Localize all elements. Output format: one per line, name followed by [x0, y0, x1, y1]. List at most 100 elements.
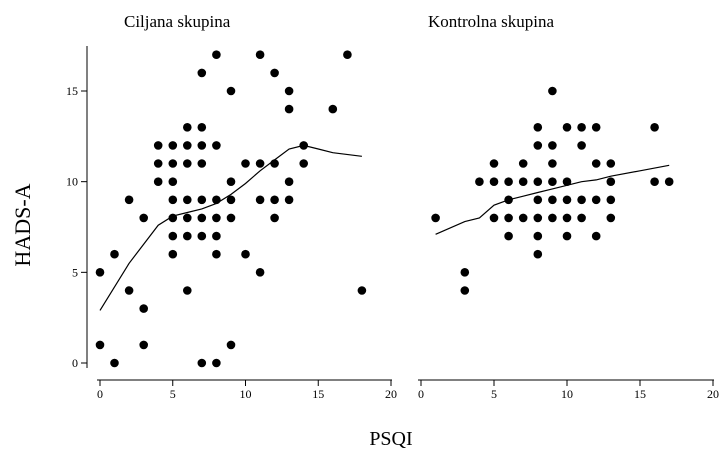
data-point	[299, 141, 309, 150]
trend-line	[435, 164, 670, 235]
data-point	[153, 141, 163, 150]
data-point	[562, 177, 572, 186]
data-point	[139, 304, 148, 313]
data-point	[577, 195, 586, 205]
data-point	[168, 159, 178, 168]
data-point	[606, 195, 616, 205]
data-point	[153, 177, 163, 186]
data-point	[562, 231, 572, 241]
trend-line	[99, 144, 362, 311]
data-point	[591, 159, 601, 168]
data-point	[562, 213, 572, 223]
data-point	[606, 213, 616, 223]
data-point	[489, 177, 499, 186]
data-point	[533, 123, 543, 132]
panel-title: Ciljana skupina	[124, 12, 231, 31]
data-point	[284, 195, 294, 205]
data-point	[270, 68, 279, 78]
data-point	[212, 249, 221, 259]
data-point	[548, 141, 557, 150]
data-point	[241, 249, 250, 259]
data-point	[548, 213, 557, 223]
data-point	[518, 159, 528, 168]
x-tick-label: 15	[634, 387, 646, 401]
data-point	[650, 123, 659, 132]
x-axis-label: PSQI	[369, 428, 412, 450]
data-point	[577, 213, 586, 223]
data-point	[357, 286, 367, 295]
data-point	[153, 159, 163, 168]
x-tick-label: 5	[170, 387, 176, 401]
data-point	[183, 231, 192, 241]
data-point	[226, 177, 236, 186]
data-point	[124, 286, 134, 295]
data-point	[183, 286, 192, 295]
y-axis-label: HADS-A	[10, 183, 35, 266]
data-point	[183, 213, 192, 223]
data-point	[212, 231, 221, 241]
data-point	[226, 86, 236, 96]
data-point	[591, 195, 601, 205]
data-point	[183, 195, 192, 205]
data-point	[489, 213, 499, 223]
y-tick-label: 0	[72, 356, 78, 370]
data-point	[95, 340, 105, 350]
x-tick-label: 15	[312, 387, 324, 401]
data-point	[168, 249, 178, 259]
x-tick-label: 20	[707, 387, 719, 401]
data-point	[577, 141, 586, 150]
data-point	[197, 68, 207, 78]
data-point	[591, 123, 601, 132]
data-point	[460, 286, 470, 295]
data-point	[168, 213, 178, 223]
data-point	[212, 213, 221, 223]
data-point	[650, 177, 659, 186]
data-point	[124, 195, 134, 205]
data-point	[343, 50, 352, 59]
y-tick-label: 15	[66, 84, 78, 98]
data-point	[504, 177, 513, 186]
data-point	[255, 195, 265, 205]
data-point	[212, 50, 221, 59]
data-point	[226, 340, 236, 350]
data-point	[548, 177, 557, 186]
x-tick-label: 5	[491, 387, 497, 401]
data-point	[95, 268, 105, 277]
data-point	[518, 177, 528, 186]
data-point	[197, 123, 207, 132]
data-point	[168, 141, 178, 150]
x-tick-label: 10	[240, 387, 252, 401]
data-point	[518, 213, 528, 223]
data-point	[212, 358, 221, 368]
data-point	[533, 177, 543, 186]
data-point	[270, 213, 279, 223]
data-point	[504, 213, 513, 223]
data-point	[548, 86, 557, 96]
data-point	[533, 141, 543, 150]
data-point	[284, 104, 294, 114]
data-point	[533, 195, 543, 205]
data-point	[183, 123, 192, 132]
y-tick-label: 5	[72, 265, 78, 279]
data-point	[139, 213, 148, 223]
data-point	[504, 231, 513, 241]
data-point	[606, 159, 616, 168]
data-point	[255, 50, 265, 59]
data-point	[197, 159, 207, 168]
data-point	[548, 195, 557, 205]
data-point	[664, 177, 674, 186]
data-point	[431, 213, 440, 223]
panel-1: Ciljana skupina 0 5 10 15 20 0 5 10 15	[66, 12, 397, 401]
data-point	[270, 195, 279, 205]
data-point	[562, 123, 572, 132]
x-tick-label: 20	[385, 387, 397, 401]
data-point	[284, 177, 294, 186]
data-point	[255, 268, 265, 277]
data-point	[168, 231, 178, 241]
data-point	[284, 86, 294, 96]
data-point	[197, 358, 207, 368]
x-tick-label: 0	[418, 387, 424, 401]
data-point	[168, 195, 178, 205]
data-point	[270, 159, 279, 168]
